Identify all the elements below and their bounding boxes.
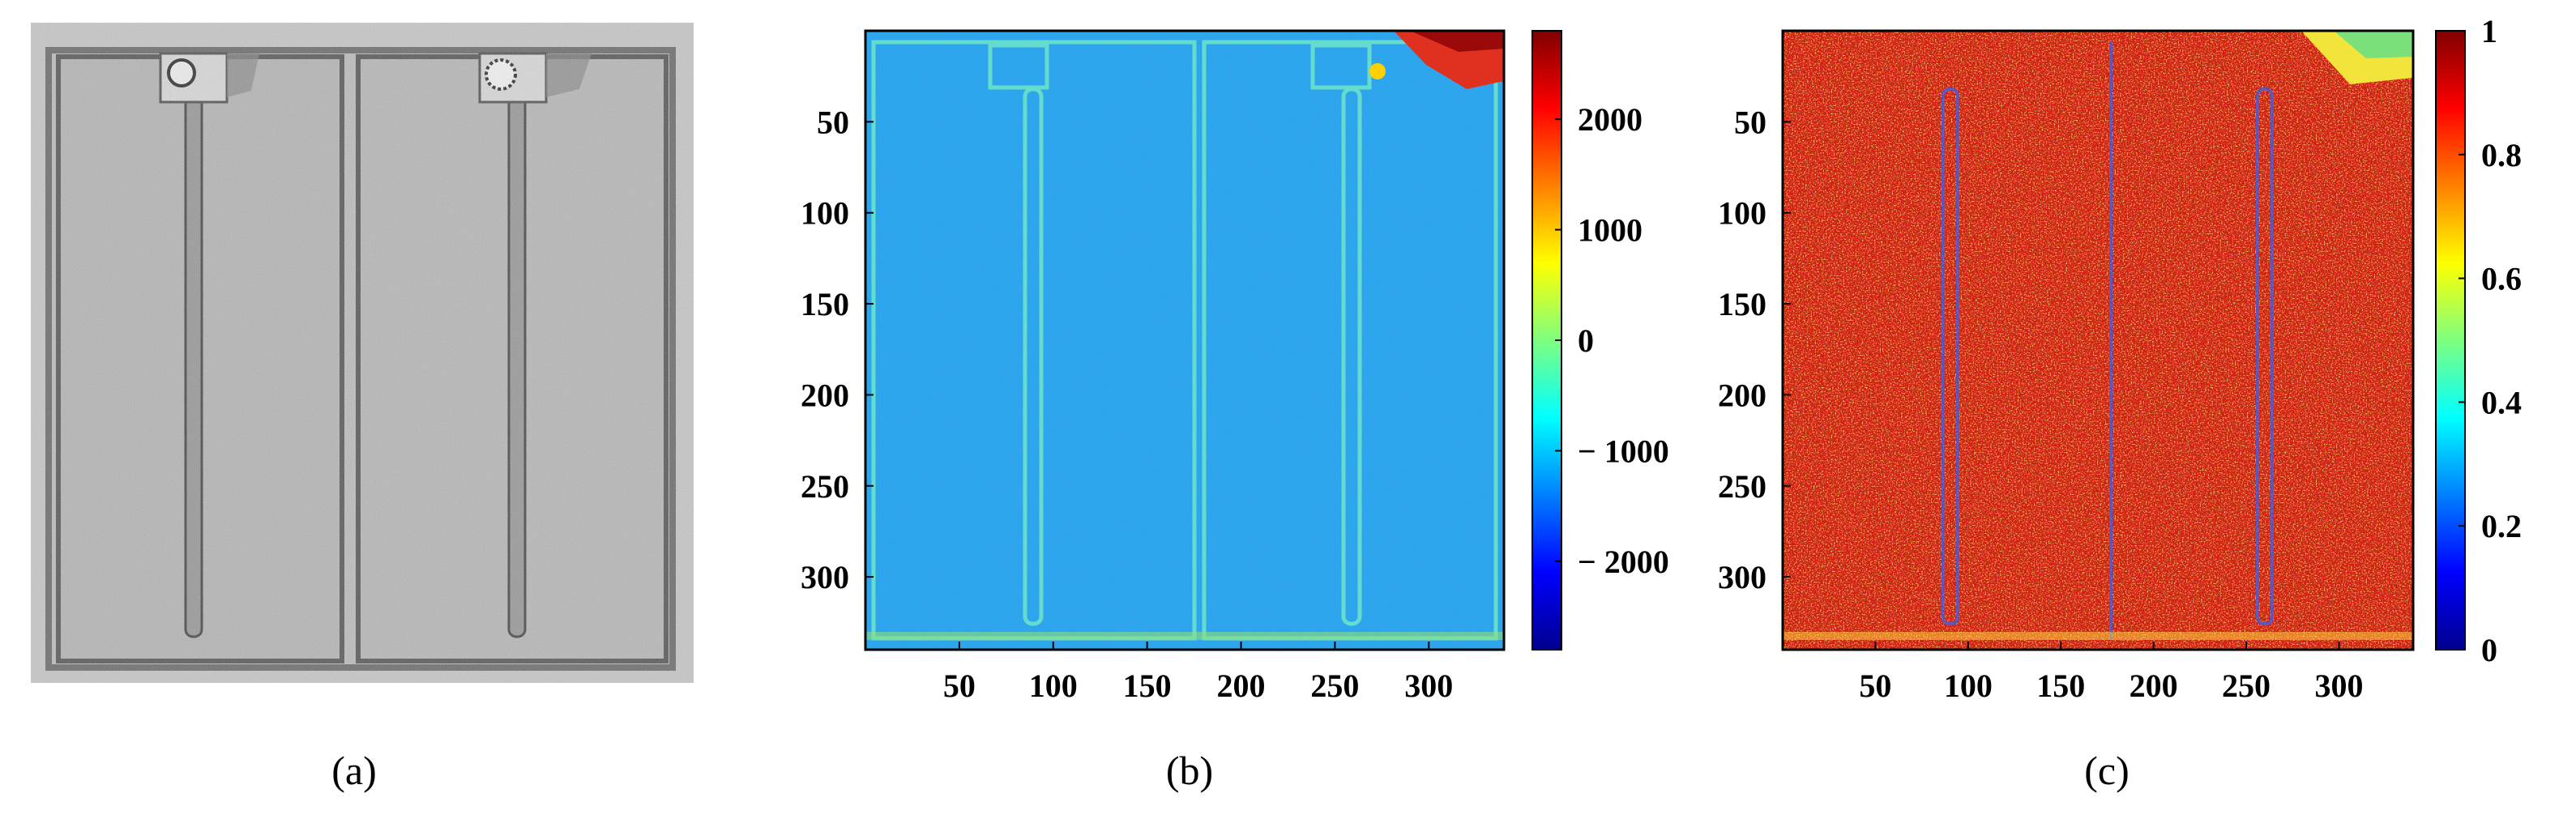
y-tick-label-b: 250 <box>801 468 849 505</box>
caption-c: (c) <box>2084 748 2130 793</box>
colorbar-tick-label-c: 0.2 <box>2481 508 2522 544</box>
heatmap-b <box>865 31 1504 650</box>
y-tick-label-b: 100 <box>801 195 849 232</box>
x-tick-label-c: 300 <box>2314 668 2363 704</box>
x-tick-label-c: 200 <box>2130 668 2178 704</box>
colorbar-c: 0 0.2 0.4 0.6 0.8 1 <box>2435 13 2522 668</box>
x-tick-label-c: 100 <box>1944 668 1993 704</box>
colorbar-tick-label-c: 0.6 <box>2481 261 2522 297</box>
heatmap-c <box>1783 31 2413 650</box>
caption-b: (b) <box>1166 748 1213 793</box>
colorbar-tick-label-b: − 1000 <box>1578 433 1669 469</box>
colorbar-tick-label-b: 0 <box>1578 322 1594 359</box>
x-tick-label-c: 150 <box>2036 668 2085 704</box>
x-tick-label-c: 250 <box>2222 668 2271 704</box>
x-tick-label-b: 50 <box>943 668 976 704</box>
y-tick-label-b: 200 <box>801 377 849 413</box>
y-tick-label-b: 50 <box>817 104 849 140</box>
y-tick-label-c: 200 <box>1718 377 1766 413</box>
colorbar-tick-label-c: 0.4 <box>2481 384 2522 420</box>
colorbar-tick-label-b: 1000 <box>1578 212 1643 249</box>
axes-c-frame <box>1781 29 2415 651</box>
axes-b-frame <box>864 29 1506 651</box>
y-tick-label-c: 100 <box>1718 195 1766 232</box>
caption-a: (a) <box>331 748 377 793</box>
x-tick-label-b: 250 <box>1310 668 1359 704</box>
y-tick-label-b: 150 <box>801 286 849 322</box>
x-tick-label-c: 50 <box>1859 668 1891 704</box>
axes-b-ticks: 50 100 150 200 250 300 50 100 150 200 250 300 <box>801 104 1453 704</box>
y-tick-label-b: 300 <box>801 559 849 595</box>
colorbar-tick-label-b: 2000 <box>1578 101 1643 138</box>
plate-photo <box>31 23 694 683</box>
colorbar-tick-label-c: 0.8 <box>2481 137 2522 173</box>
x-tick-label-b: 200 <box>1217 668 1266 704</box>
colorbar-tick-label-c: 1 <box>2481 13 2497 49</box>
colorbar-tick-label-c: 0 <box>2481 632 2497 668</box>
axes-c-ticks: 50 100 150 200 250 300 50 100 150 200 250 300 <box>1718 104 2363 704</box>
y-tick-label-c: 50 <box>1734 104 1766 140</box>
y-tick-label-c: 250 <box>1718 468 1766 505</box>
panel-b: 50 100 150 200 250 300 50 100 150 200 250 300 − 200… <box>801 29 1669 793</box>
y-tick-label-c: 150 <box>1718 286 1766 322</box>
x-tick-label-b: 300 <box>1404 668 1453 704</box>
colorbar-tick-label-b: − 2000 <box>1578 544 1669 580</box>
colorbar-c-gradient <box>2435 30 2466 651</box>
panel-a: (a) <box>31 23 694 793</box>
x-tick-label-b: 150 <box>1123 668 1172 704</box>
x-tick-label-b: 100 <box>1029 668 1078 704</box>
colorbar-b: − 2000 − 1000 0 1000 2000 <box>1532 30 1669 651</box>
y-tick-label-c: 300 <box>1718 559 1766 595</box>
